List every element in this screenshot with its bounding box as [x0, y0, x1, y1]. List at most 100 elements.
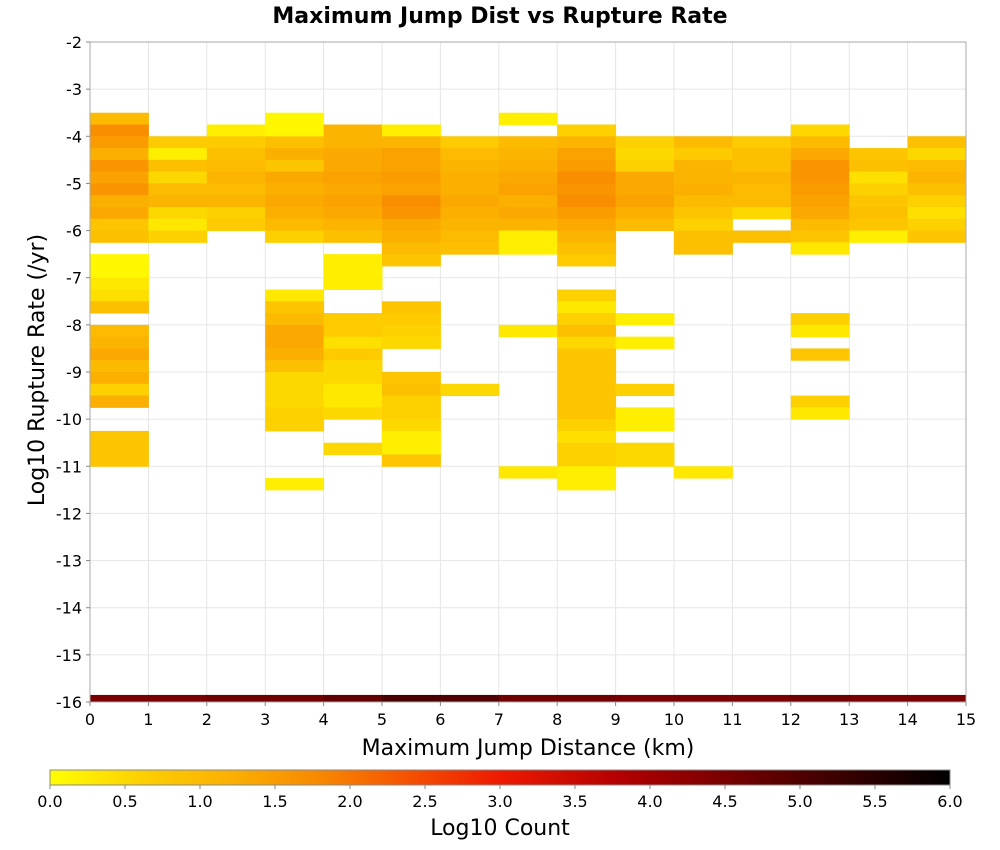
heatmap-cell — [790, 207, 850, 220]
heatmap-cell — [440, 195, 500, 208]
heatmap-cell — [323, 254, 383, 267]
heatmap-cell — [148, 230, 208, 243]
heatmap-cell — [907, 159, 967, 173]
heatmap-cell — [323, 159, 383, 173]
heatmap-cell — [90, 289, 149, 302]
heatmap-cell — [90, 348, 149, 361]
heatmap-cell — [732, 159, 792, 173]
heatmap-cell — [148, 195, 208, 208]
heatmap-cell — [265, 159, 325, 173]
heatmap-cell — [498, 242, 558, 255]
heatmap-cell — [790, 230, 850, 243]
heatmap-cell — [790, 136, 850, 149]
colorbar-tick-label: 3.5 — [562, 792, 587, 811]
heatmap-cell — [148, 159, 208, 173]
heatmap-cell — [557, 254, 617, 267]
heatmap-cell — [615, 407, 675, 420]
heatmap-cell — [440, 383, 500, 397]
heatmap-cell — [498, 466, 558, 479]
y-tick-label: -5 — [66, 174, 82, 193]
heatmap-cell — [382, 207, 441, 220]
heatmap-cell — [90, 159, 149, 173]
heatmap-cells — [90, 112, 967, 491]
heatmap-cell — [265, 348, 325, 361]
heatmap-cell — [90, 148, 149, 161]
heatmap-cell — [206, 207, 266, 220]
heatmap-cell — [265, 301, 325, 314]
heatmap-cell — [265, 289, 325, 302]
y-tick-label: -9 — [66, 363, 82, 382]
heatmap-cell — [148, 218, 208, 232]
x-tick-label: 7 — [494, 710, 504, 729]
heatmap-cell — [849, 230, 909, 243]
colorbar-tick-label: 5.5 — [862, 792, 887, 811]
heatmap-cell — [206, 136, 266, 149]
heatmap-cell — [265, 136, 325, 149]
heatmap-cell — [907, 207, 967, 220]
heatmap-cell — [265, 207, 325, 220]
x-tick-label: 8 — [552, 710, 562, 729]
heatmap-cell — [557, 360, 617, 373]
x-tick-label: 9 — [611, 710, 621, 729]
x-axis-label: Maximum Jump Distance (km) — [362, 736, 695, 761]
heatmap-cell — [90, 207, 149, 220]
heatmap-cell — [790, 171, 850, 184]
x-tick-label: 11 — [722, 710, 742, 729]
heatmap-cell — [440, 207, 500, 220]
heatmap-cell — [557, 348, 617, 361]
heatmap-cell — [382, 124, 441, 137]
heatmap-cell — [615, 383, 675, 397]
heatmap-cell — [265, 148, 325, 161]
heatmap-cell — [674, 148, 733, 161]
heatmap-cell — [674, 159, 733, 173]
heatmap-cell — [674, 207, 733, 220]
heatmap-cell — [557, 230, 617, 243]
heatmap-cell — [323, 183, 383, 196]
heatmap-cell — [615, 148, 675, 161]
heatmap-cell — [382, 454, 441, 467]
heatmap-cell — [440, 136, 500, 149]
colorbar-tick-label: 0.5 — [112, 792, 137, 811]
colorbar-tick-label: 4.0 — [637, 792, 662, 811]
heatmap-cell — [557, 124, 617, 137]
heatmap-cell — [323, 336, 383, 349]
heatmap-cell — [382, 372, 441, 385]
heatmap-cell — [674, 218, 733, 232]
y-tick-label: -8 — [66, 316, 82, 335]
heatmap-cell — [790, 407, 850, 420]
heatmap-cell — [90, 254, 149, 267]
heatmap-cell — [90, 324, 149, 338]
colorbar-label: Log10 Count — [430, 816, 570, 841]
heatmap-cell — [323, 360, 383, 373]
band-cell — [615, 694, 675, 702]
colorbar-tick-label: 6.0 — [937, 792, 962, 811]
heatmap-cell — [674, 230, 733, 243]
heatmap-cell — [382, 395, 441, 408]
heatmap-cell — [382, 419, 441, 432]
band-cell — [498, 694, 558, 702]
heatmap-cell — [907, 136, 967, 149]
heatmap-cell — [732, 183, 792, 196]
heatmap-cell — [90, 112, 149, 125]
heatmap-cell — [206, 171, 266, 184]
heatmap-cell — [615, 442, 675, 455]
heatmap-cell — [440, 218, 500, 232]
heatmap-cell — [382, 430, 441, 444]
x-tick-label: 6 — [435, 710, 445, 729]
x-tick-label: 4 — [319, 710, 329, 729]
heatmap-cell — [265, 324, 325, 338]
heatmap-cell — [323, 383, 383, 397]
band-cell — [907, 694, 967, 702]
heatmap-cell — [265, 195, 325, 208]
heatmap-cell — [498, 218, 558, 232]
heatmap-cell — [265, 395, 325, 408]
colorbar-tick-label: 2.0 — [337, 792, 362, 811]
heatmap-cell — [148, 207, 208, 220]
heatmap-cell — [790, 195, 850, 208]
heatmap-cell — [265, 336, 325, 349]
colorbar-tick-label: 1.5 — [262, 792, 287, 811]
heatmap-cell — [148, 183, 208, 196]
heatmap-cell — [206, 124, 266, 137]
heatmap-cell — [557, 430, 617, 444]
heatmap-cell — [557, 148, 617, 161]
